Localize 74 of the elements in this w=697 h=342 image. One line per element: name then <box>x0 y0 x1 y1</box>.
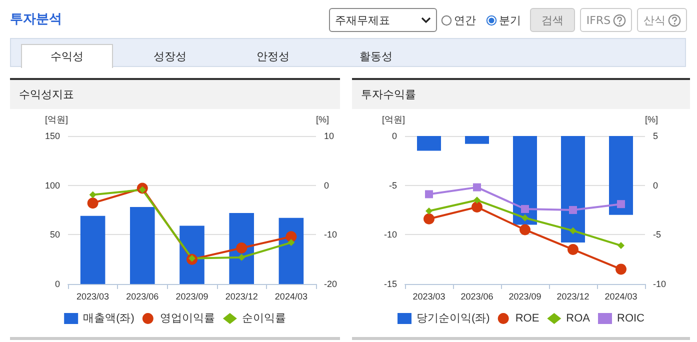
y2-axis-title: [%] <box>316 114 330 124</box>
x-tick-label: 2023/03 <box>412 292 446 302</box>
x-tick-label: 2024/03 <box>274 292 308 302</box>
point <box>618 242 624 250</box>
legend-label: 순이익률 <box>242 312 286 324</box>
y2-tick-label: 0 <box>324 180 330 190</box>
point <box>288 239 295 246</box>
text: 주재무제표 <box>335 12 390 28</box>
bar <box>130 207 155 284</box>
y2-tick-label: 5 <box>653 131 658 141</box>
y2-tick-label: -5 <box>653 230 662 240</box>
text: 검색 <box>530 8 575 32</box>
point <box>425 190 433 198</box>
legend-label: 당기순이익(좌) <box>416 312 490 324</box>
point <box>236 242 248 254</box>
y-tick-label: -15 <box>384 279 397 289</box>
text: 분기 <box>499 12 521 28</box>
y-tick-label: 150 <box>44 131 60 141</box>
point <box>568 244 578 255</box>
x-tick-label: 2023/03 <box>76 292 110 302</box>
point <box>87 198 98 209</box>
bar <box>278 218 304 284</box>
text: 활동성 <box>358 48 394 64</box>
text: 안정성 <box>256 48 290 64</box>
x-tick-label: 2023/09 <box>508 292 542 302</box>
y2-tick-label: -10 <box>324 230 338 240</box>
y-tick-label: -5 <box>388 180 397 190</box>
y2-tick-label: 0 <box>653 180 658 190</box>
point <box>474 196 480 204</box>
point <box>521 205 529 214</box>
y2-tick-label: 10 <box>324 131 334 141</box>
point <box>522 214 528 222</box>
x-tick-label: 2023/12 <box>225 292 258 302</box>
y-axis-title: [억원] <box>44 114 68 124</box>
bar <box>80 216 106 284</box>
point <box>473 183 481 192</box>
x-tick-label: 2023/12 <box>556 292 590 302</box>
point <box>424 213 434 224</box>
y-tick-label: 0 <box>392 131 397 141</box>
y-tick-label: 50 <box>50 230 60 240</box>
y-tick-label: 0 <box>54 279 60 289</box>
text: 수익성 <box>21 44 113 68</box>
y2-tick-label: -20 <box>324 279 338 289</box>
point <box>426 207 432 214</box>
text: 연간 <box>454 12 476 28</box>
text: IFRS <box>586 14 611 26</box>
x-tick-label: 2024/03 <box>604 292 638 302</box>
x-tick-label: 2023/09 <box>176 292 208 302</box>
point <box>617 200 625 208</box>
y-tick-label: 100 <box>44 180 60 190</box>
legend-label: ROE <box>515 312 540 324</box>
x-tick-label: 2023/06 <box>126 292 159 302</box>
y-tick-label: -10 <box>384 230 397 240</box>
text: 산식 <box>644 12 666 28</box>
text: 투자분석 <box>10 11 62 28</box>
point <box>570 227 576 234</box>
point <box>520 224 530 236</box>
legend-label: ROIC <box>617 312 645 324</box>
point <box>616 264 626 275</box>
text: 성장성 <box>152 48 188 64</box>
x-tick-label: 2023/06 <box>460 292 494 302</box>
legend-label: 영업이익률 <box>160 312 215 324</box>
chart-title: 수익성지표 <box>10 78 340 109</box>
chart-title: 투자수익률 <box>352 78 690 109</box>
point <box>569 206 577 214</box>
y2-tick-label: -10 <box>653 279 666 289</box>
y2-axis-title: [%] <box>645 114 658 124</box>
point <box>286 231 297 242</box>
legend-label: ROA <box>566 312 591 324</box>
point <box>89 191 96 198</box>
point <box>238 254 246 261</box>
point <box>472 202 482 213</box>
y-axis-title: [억원] <box>382 114 405 124</box>
legend-label: 매출액(좌) <box>83 312 134 324</box>
